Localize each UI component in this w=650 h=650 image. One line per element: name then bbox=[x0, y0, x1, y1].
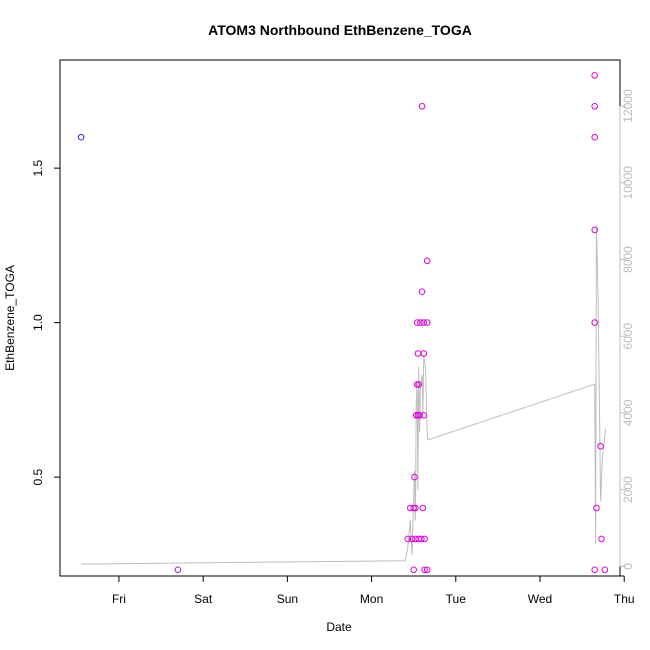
data-point bbox=[174, 566, 182, 574]
data-point bbox=[591, 103, 599, 110]
data-point bbox=[417, 319, 424, 326]
y2-tick-label: 0 bbox=[621, 563, 635, 570]
y-axis-right: 0 2000 4000 6000 8000 10000 12000 bbox=[619, 89, 635, 570]
data-point bbox=[408, 535, 416, 543]
data-point bbox=[77, 133, 85, 141]
data-point bbox=[421, 535, 428, 543]
data-point bbox=[413, 319, 421, 326]
data-point bbox=[598, 535, 605, 543]
y2-tick-label: 6000 bbox=[621, 323, 635, 350]
data-point bbox=[591, 319, 599, 326]
y2-tick-label: 2000 bbox=[621, 476, 635, 503]
x-tick-label: Tue bbox=[446, 592, 467, 606]
data-point bbox=[423, 566, 431, 574]
data-point bbox=[414, 350, 422, 357]
data-point bbox=[418, 103, 426, 110]
y2-tick-label: 12000 bbox=[621, 89, 635, 123]
data-point bbox=[423, 257, 431, 265]
x-axis-label: Date bbox=[326, 620, 352, 634]
data-point bbox=[412, 504, 419, 512]
data-point bbox=[591, 226, 599, 234]
y2-tick-label: 10000 bbox=[621, 166, 635, 200]
x-axis: Fri Sat Sun Mon Tue Wed Thu bbox=[112, 575, 635, 606]
data-point bbox=[420, 412, 428, 419]
data-point bbox=[410, 566, 418, 574]
x-tick-label: Thu bbox=[614, 592, 635, 606]
y2-tick-label: 8000 bbox=[621, 246, 635, 273]
x-tick-label: Sun bbox=[277, 592, 298, 606]
data-point bbox=[597, 442, 604, 450]
data-point bbox=[421, 566, 428, 574]
y-tick-label: 1.0 bbox=[31, 314, 45, 331]
x-tick-label: Wed bbox=[528, 592, 552, 606]
points-layer bbox=[77, 72, 609, 574]
chart-title: ATOM3 Northbound EthBenzene_TOGA bbox=[208, 22, 472, 38]
data-point bbox=[418, 535, 425, 543]
y2-tick-label: 4000 bbox=[621, 399, 635, 426]
data-point bbox=[423, 319, 431, 326]
data-point bbox=[411, 473, 418, 481]
data-point bbox=[593, 504, 600, 512]
data-point bbox=[416, 412, 423, 419]
data-point bbox=[418, 288, 426, 296]
data-point bbox=[601, 566, 609, 574]
data-point bbox=[419, 504, 427, 512]
data-point bbox=[404, 535, 412, 543]
secondary-series-line bbox=[81, 224, 607, 565]
data-point bbox=[420, 319, 428, 326]
data-point bbox=[591, 72, 599, 79]
data-point bbox=[420, 350, 428, 357]
data-point bbox=[591, 133, 599, 141]
data-point bbox=[407, 504, 414, 512]
x-tick-label: Fri bbox=[112, 592, 126, 606]
data-point bbox=[591, 566, 599, 574]
y-axis-left: 0.5 1.0 1.5 bbox=[31, 159, 61, 485]
x-tick-label: Mon bbox=[360, 592, 383, 606]
plot-frame bbox=[59, 59, 621, 577]
x-tick-label: Sat bbox=[194, 592, 213, 606]
secondary-line-layer bbox=[81, 224, 607, 565]
y-axis-label: EthBenzene_TOGA bbox=[3, 265, 17, 371]
data-point bbox=[415, 381, 423, 388]
y-tick-label: 1.5 bbox=[31, 159, 45, 176]
y-tick-label: 0.5 bbox=[31, 468, 45, 485]
